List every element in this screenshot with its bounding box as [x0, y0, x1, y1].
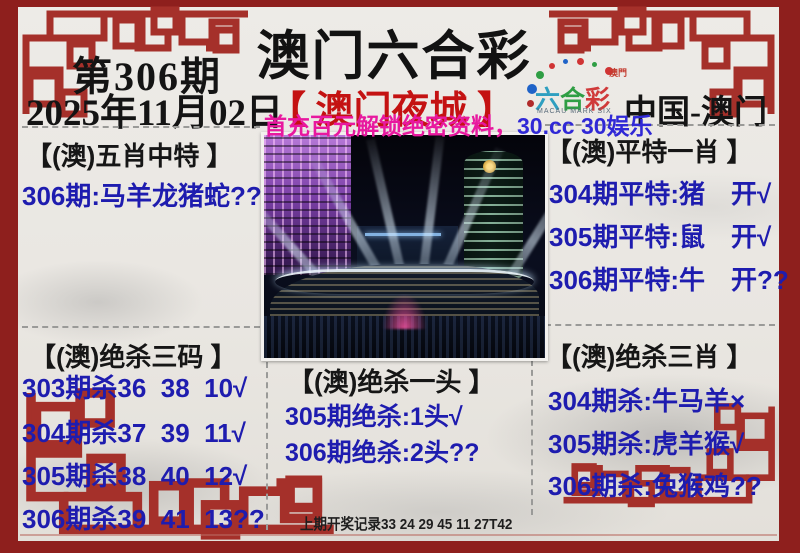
section-header-kill-one-head: 【(澳)绝杀一头 】: [288, 367, 495, 397]
promo-banner: 首充百元解锁绝密资料，30.cc 30娱乐: [264, 107, 653, 141]
prediction-row: 306期平特:牛 开??: [549, 265, 789, 295]
photo-facade-ribbon: [275, 268, 534, 294]
logo-dot-icon: [536, 71, 544, 79]
prediction-row: 304期杀37 39 11√: [22, 418, 246, 448]
logo-char: 合: [560, 86, 586, 114]
divider-top-left: [22, 126, 260, 128]
logo-dot-icon: [549, 63, 555, 69]
logo-char: 彩: [585, 86, 611, 114]
section-header-kill-three-xiao: 【(澳)绝杀三肖 】: [546, 342, 753, 372]
divider-middle-left: [22, 326, 260, 328]
night-city-photo: [261, 132, 548, 361]
issue-number: 第306期: [72, 54, 222, 99]
photo-fountain-glow: [382, 293, 427, 330]
logo-macau-label: 澳門: [609, 68, 628, 78]
promo-site-link: 30.cc: [517, 113, 575, 139]
divider-vertical-left: [266, 362, 268, 530]
section-header-kill-three-codes: 【(澳)绝杀三码 】: [30, 342, 237, 372]
prediction-row: 305期杀:虎羊猴√: [548, 429, 745, 459]
divider-middle-right: [545, 324, 775, 326]
logo-dot-icon: [563, 59, 568, 64]
prediction-row: 305期平特:鼠 开√: [549, 222, 772, 252]
photo-canvas: [264, 135, 545, 358]
divider-top-right: [545, 124, 775, 126]
bottom-accent-line: [20, 534, 777, 536]
logo-dot-icon: [527, 84, 537, 94]
logo-dot-icon: [527, 100, 534, 107]
logo-char: 六: [535, 86, 561, 114]
promo-prefix: 首充百元解锁绝密资料，: [264, 113, 517, 139]
prediction-row: 305期绝杀:1头√: [285, 403, 463, 431]
lottery-logo: 六合彩 澳門 MACAU MARK SIX: [527, 58, 629, 120]
prediction-row: 305期杀38 40 12√: [22, 461, 248, 491]
section-header-ping-te: 【(澳)平特一肖 】: [546, 137, 753, 167]
prediction-row: 303期杀36 38 10√: [22, 373, 248, 403]
prediction-row: 306期:马羊龙猪蛇??: [22, 181, 262, 211]
page-title: 澳门六合彩: [256, 28, 532, 86]
logo-dot-icon: [605, 67, 613, 75]
logo-dot-icon: [592, 62, 597, 67]
prediction-row: 306期杀39 41 13??: [22, 504, 265, 534]
prediction-row: 306期杀:兔猴鸡??: [548, 471, 762, 501]
logo-wordmark: 六合彩: [535, 80, 610, 116]
prediction-row: 304期杀:牛马羊×: [548, 386, 746, 416]
highlight-title: 【 澳门夜城 】: [268, 90, 516, 132]
section-header-five-xiao: 【(澳)五肖中特 】: [26, 141, 233, 171]
prediction-row: 304期平特:猪 开√: [549, 179, 772, 209]
divider-vertical-right: [531, 350, 533, 515]
logo-subtext: MACAU MARK SIX: [537, 108, 612, 115]
prediction-row: 306期绝杀:2头??: [285, 439, 480, 467]
last-draw-record: 上期开奖记录33 24 29 45 11 27T42: [300, 516, 513, 533]
photo-sign-light: [365, 233, 442, 237]
logo-dot-icon: [577, 58, 584, 65]
promo-suffix: 30娱乐: [574, 113, 653, 139]
